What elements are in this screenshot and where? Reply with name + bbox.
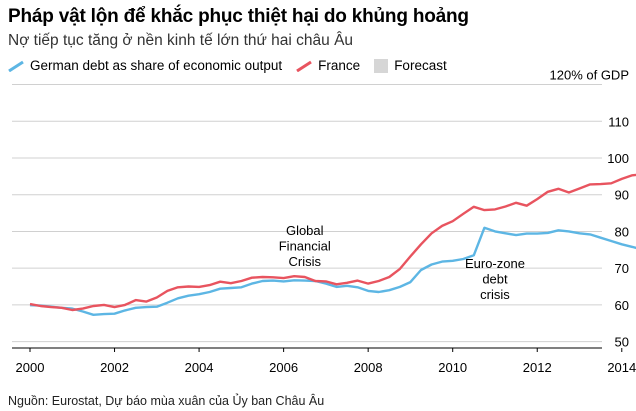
y-top-label: 120% of GDP xyxy=(550,68,630,83)
legend-swatch-germany xyxy=(8,60,24,72)
annotation: Global Financial Crisis xyxy=(279,223,331,269)
legend-item-germany: German debt as share of economic output xyxy=(8,58,282,73)
x-tick-label: 2006 xyxy=(269,360,298,375)
legend-item-france: France xyxy=(296,58,360,73)
annotation-line: Global xyxy=(286,223,324,238)
x-tick-label: 2000 xyxy=(16,360,45,375)
annotation-line: Euro-zone xyxy=(465,256,525,271)
x-tick-label: 2008 xyxy=(354,360,383,375)
page-title: Pháp vật lộn để khắc phục thiệt hại do k… xyxy=(8,6,469,27)
annotation-line: debt xyxy=(482,272,508,287)
annotation: Euro-zone debt crisis xyxy=(465,256,525,302)
y-tick-label: 100 xyxy=(607,151,629,166)
y-tick-label: 80 xyxy=(615,224,629,239)
x-tick-label: 2004 xyxy=(185,360,214,375)
legend-swatch-forecast xyxy=(374,58,389,73)
annotation-line: Crisis xyxy=(289,254,322,269)
series-line-germany xyxy=(29,226,636,316)
page-subtitle: Nợ tiếp tục tăng ở nền kinh tế lớn thứ h… xyxy=(8,32,354,49)
y-tick-label: 50 xyxy=(615,335,629,350)
x-tick-label: 2014 xyxy=(607,360,636,375)
y-tick-label: 90 xyxy=(615,188,629,203)
x-tick-label: 2012 xyxy=(523,360,552,375)
chart-legend: German debt as share of economic output … xyxy=(8,58,461,73)
y-tick-label: 60 xyxy=(615,298,629,313)
legend-label-forecast: Forecast xyxy=(394,58,447,73)
x-tick-label: 2010 xyxy=(438,360,467,375)
legend-label-france: France xyxy=(318,58,361,73)
annotation-line: Financial xyxy=(279,239,331,254)
legend-label-germany: German debt as share of economic output xyxy=(30,58,283,73)
source-note: Nguồn: Eurostat, Dự báo mùa xuân của Ủy … xyxy=(8,394,325,408)
annotation-line: crisis xyxy=(480,287,510,302)
y-tick-label: 110 xyxy=(608,114,629,129)
legend-swatch-france xyxy=(296,60,312,72)
series-line-france xyxy=(29,173,636,312)
x-tick-label: 2002 xyxy=(100,360,129,375)
legend-item-forecast: Forecast xyxy=(374,58,447,73)
y-tick-label: 70 xyxy=(615,261,629,276)
